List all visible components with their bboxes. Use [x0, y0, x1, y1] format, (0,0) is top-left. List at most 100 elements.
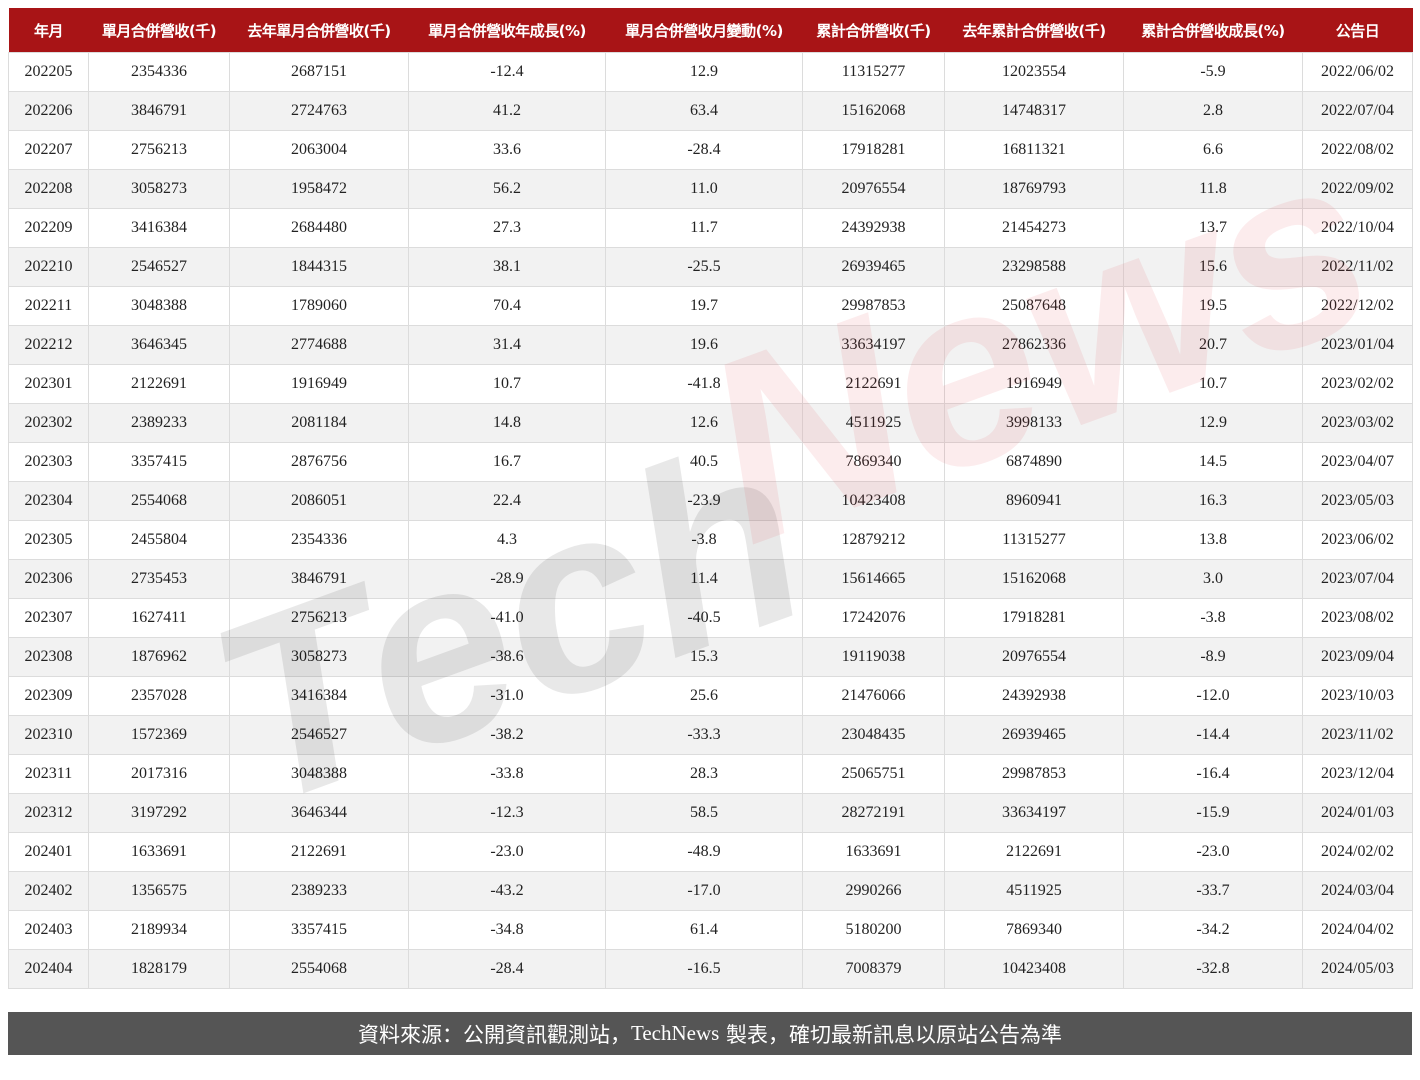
table-cell: 17918281	[802, 130, 945, 170]
table-cell: 2455804	[88, 520, 230, 560]
table-cell: 3416384	[88, 208, 230, 248]
table-row: 202211 3048388 1789060 70.4 19.7 29987853 2508…	[8, 286, 1413, 326]
table-cell: 33.6	[408, 130, 606, 170]
footer-brand: TechNews	[630, 1021, 720, 1045]
table-cell: 19.5	[1123, 286, 1303, 326]
table-cell: 1627411	[88, 598, 230, 638]
table-cell: 2.8	[1123, 91, 1303, 131]
table-cell: -41.8	[605, 364, 803, 404]
table-row: 202305 2455804 2354336 4.3 -3.8 12879212 11315…	[8, 520, 1413, 560]
table-cell: 70.4	[408, 286, 606, 326]
table-cell: 12879212	[802, 520, 945, 560]
table-cell: 19.6	[605, 325, 803, 365]
table-cell: 2189934	[88, 910, 230, 950]
table-cell: -8.9	[1123, 637, 1303, 677]
table-cell: 14.5	[1123, 442, 1303, 482]
table-cell: 40.5	[605, 442, 803, 482]
table-cell: 2024/01/03	[1302, 793, 1413, 833]
table-cell: 2122691	[88, 364, 230, 404]
column-header: 去年累計合併營收(千)	[944, 8, 1124, 53]
table-cell: 202209	[8, 208, 89, 248]
table-cell: -28.4	[408, 949, 606, 989]
table-cell: 17242076	[802, 598, 945, 638]
table-cell: 2024/04/02	[1302, 910, 1413, 950]
table-cell: 202312	[8, 793, 89, 833]
table-cell: 10.7	[408, 364, 606, 404]
table-row: 202206 3846791 2724763 41.2 63.4 15162068 1474…	[8, 91, 1413, 131]
table-cell: 202308	[8, 637, 89, 677]
table-cell: 7008379	[802, 949, 945, 989]
table-cell: 27.3	[408, 208, 606, 248]
table-cell: 1633691	[802, 832, 945, 872]
table-cell: -40.5	[605, 598, 803, 638]
table-row: 202207 2756213 2063004 33.6 -28.4 17918281 168…	[8, 130, 1413, 170]
table-cell: -23.9	[605, 481, 803, 521]
table-cell: 1356575	[88, 871, 230, 911]
table-cell: -25.5	[605, 247, 803, 287]
table-cell: 3357415	[229, 910, 409, 950]
table-cell: 26939465	[802, 247, 945, 287]
table-cell: 2357028	[88, 676, 230, 716]
table-cell: 2024/05/03	[1302, 949, 1413, 989]
revenue-table: 年月 單月合併營收(千) 去年單月合併營收(千) 單月合併營收年成長(%) 單月合併營收…	[8, 8, 1413, 989]
table-cell: 202212	[8, 325, 89, 365]
source-footer: 資料來源：公開資訊觀測站， TechNews 製表，確切最新訊息以原站公告為準	[8, 1012, 1412, 1055]
table-cell: 3.0	[1123, 559, 1303, 599]
table-cell: 11.7	[605, 208, 803, 248]
column-header: 公告日	[1302, 8, 1413, 53]
table-cell: 19119038	[802, 637, 945, 677]
table-cell: 1633691	[88, 832, 230, 872]
table-cell: 2389233	[88, 403, 230, 443]
table-cell: 2724763	[229, 91, 409, 131]
table-cell: 202311	[8, 754, 89, 794]
table-cell: 2876756	[229, 442, 409, 482]
table-cell: 3646345	[88, 325, 230, 365]
table-cell: 2756213	[229, 598, 409, 638]
table-cell: -3.8	[1123, 598, 1303, 638]
table-cell: 15.6	[1123, 247, 1303, 287]
table-cell: 2022/08/02	[1302, 130, 1413, 170]
table-cell: 20976554	[944, 637, 1124, 677]
table-cell: 2554068	[88, 481, 230, 521]
table-row: 202308 1876962 3058273 -38.6 15.3 19119038 209…	[8, 637, 1413, 677]
table-cell: 2756213	[88, 130, 230, 170]
table-cell: 2022/12/02	[1302, 286, 1413, 326]
table-cell: 2546527	[229, 715, 409, 755]
table-cell: 11.0	[605, 169, 803, 209]
table-cell: 3197292	[88, 793, 230, 833]
table-cell: 2122691	[944, 832, 1124, 872]
table-cell: 4511925	[944, 871, 1124, 911]
table-cell: 11315277	[944, 520, 1124, 560]
table-cell: 2022/07/04	[1302, 91, 1413, 131]
table-row: 202307 1627411 2756213 -41.0 -40.5 17242076 17…	[8, 598, 1413, 638]
table-cell: 2122691	[802, 364, 945, 404]
table-cell: 3058273	[88, 169, 230, 209]
table-cell: 2735453	[88, 559, 230, 599]
table-cell: 4511925	[802, 403, 945, 443]
table-cell: 2774688	[229, 325, 409, 365]
table-cell: 21476066	[802, 676, 945, 716]
table-row: 202301 2122691 1916949 10.7 -41.8 2122691 1916…	[8, 364, 1413, 404]
table-cell: 16.7	[408, 442, 606, 482]
table-cell: 27862336	[944, 325, 1124, 365]
table-row: 202404 1828179 2554068 -28.4 -16.5 7008379 104…	[8, 949, 1413, 989]
table-cell: 11.8	[1123, 169, 1303, 209]
table-cell: 2389233	[229, 871, 409, 911]
table-cell: -48.9	[605, 832, 803, 872]
table-cell: 1916949	[944, 364, 1124, 404]
table-cell: 202206	[8, 91, 89, 131]
table-cell: 2022/10/04	[1302, 208, 1413, 248]
table-cell: 12.9	[1123, 403, 1303, 443]
table-cell: 2023/06/02	[1302, 520, 1413, 560]
table-cell: 61.4	[605, 910, 803, 950]
column-header: 年月	[8, 8, 89, 53]
table-cell: 21454273	[944, 208, 1124, 248]
table-cell: 8960941	[944, 481, 1124, 521]
table-cell: 23298588	[944, 247, 1124, 287]
table-cell: 2684480	[229, 208, 409, 248]
table-cell: 28.3	[605, 754, 803, 794]
table-row: 202209 3416384 2684480 27.3 11.7 24392938 2145…	[8, 208, 1413, 248]
table-row: 202309 2357028 3416384 -31.0 25.6 21476066 243…	[8, 676, 1413, 716]
column-header: 單月合併營收(千)	[88, 8, 230, 53]
table-cell: 2022/09/02	[1302, 169, 1413, 209]
